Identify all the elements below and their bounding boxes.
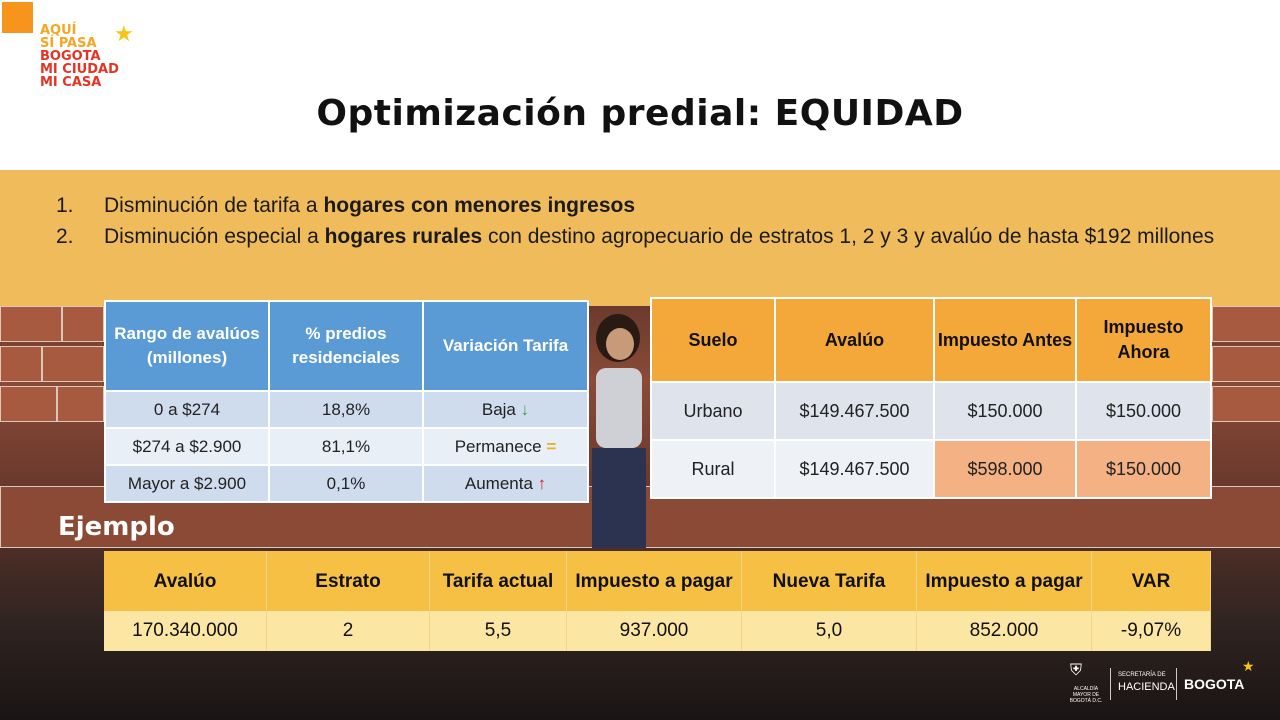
- hacienda-label: HACIENDA: [1118, 681, 1175, 693]
- alcaldia-label: ALCALDÍA MAYOR DE BOGOTÁ D.C.: [1069, 686, 1103, 704]
- column-header: Variación Tarifa: [422, 300, 589, 392]
- table-cell: 5,5: [429, 611, 567, 651]
- ejemplo-table: Avalúo Estrato Tarifa actual Impuesto a …: [104, 551, 1211, 651]
- table-cell: $149.467.500: [774, 381, 935, 441]
- star-icon: ★: [114, 22, 134, 47]
- bullet-band: [0, 170, 1280, 306]
- bullet-text: con destino agropecuario de estratos 1, …: [482, 225, 1215, 248]
- table-row: Rural $149.467.500 $598.000 $150.000: [650, 439, 1212, 499]
- footer-logos: ⛨ ALCALDÍA MAYOR DE BOGOTÁ D.C. SECRETAR…: [1066, 658, 1266, 706]
- highlighted-cell: $598.000: [933, 439, 1077, 499]
- corner-square: [2, 2, 33, 33]
- equals-icon: =: [546, 436, 557, 456]
- secretaria-label: SECRETARÍA DE: [1118, 672, 1166, 678]
- table-row: Urbano $149.467.500 $150.000 $150.000: [650, 381, 1212, 441]
- table-cell: -9,07%: [1091, 611, 1211, 651]
- tarifa-table: Rango de avalúos (millones) % predios re…: [104, 300, 589, 503]
- table-cell: $150.000: [1075, 381, 1212, 441]
- column-header: Impuesto a pagar: [916, 551, 1092, 611]
- table-cell: 937.000: [566, 611, 742, 651]
- aqui-si-pasa-logo: AQUÍ SÍ PASA BOGOTA MI CIUDAD MI CASA ★: [40, 24, 140, 96]
- column-header: Estrato: [266, 551, 430, 611]
- table-cell: Permanece =: [422, 427, 589, 466]
- person-photo: [588, 308, 650, 548]
- bullet-item: 1. Disminución de tarifa a hogares con m…: [56, 190, 1236, 221]
- column-header: Impuesto Antes: [933, 297, 1077, 383]
- suelo-table: Suelo Avalúo Impuesto Antes Impuesto Aho…: [650, 297, 1212, 499]
- arrow-down-icon: ↓: [520, 399, 530, 419]
- table-cell: 170.340.000: [104, 611, 267, 651]
- bullet-text: Disminución de tarifa a: [104, 194, 324, 217]
- bullet-item: 2. Disminución especial a hogares rurale…: [56, 221, 1236, 252]
- logo-line: AQUÍ: [40, 23, 77, 38]
- bullet-text: Disminución especial a: [104, 225, 325, 248]
- column-header: Suelo: [650, 297, 776, 383]
- bogota-logo-text: BOGOTA: [1184, 676, 1245, 692]
- table-cell: $274 a $2.900: [104, 427, 270, 466]
- bullet-list: 1. Disminución de tarifa a hogares con m…: [56, 190, 1236, 252]
- coat-of-arms-icon: ⛨: [1070, 662, 1083, 679]
- table-cell: Baja ↓: [422, 390, 589, 429]
- arrow-up-icon: ↑: [537, 473, 547, 493]
- bullet-number: 2.: [56, 225, 74, 248]
- table-cell: Urbano: [650, 381, 776, 441]
- logo-line: MI CASA: [40, 75, 102, 90]
- table-cell: 81,1%: [268, 427, 424, 466]
- table-cell: Mayor a $2.900: [104, 464, 270, 503]
- bullet-number: 1.: [56, 194, 74, 217]
- table-row: Mayor a $2.900 0,1% Aumenta ↑: [104, 464, 589, 503]
- column-header: Avalúo: [774, 297, 935, 383]
- table-cell: $149.467.500: [774, 439, 935, 499]
- column-header: Avalúo: [104, 551, 267, 611]
- table-row: $274 a $2.900 81,1% Permanece =: [104, 427, 589, 466]
- table-row: 0 a $274 18,8% Baja ↓: [104, 390, 589, 429]
- column-header: Impuesto Ahora: [1075, 297, 1212, 383]
- column-header: Rango de avalúos (millones): [104, 300, 270, 392]
- table-cell: 5,0: [741, 611, 917, 651]
- column-header: VAR: [1091, 551, 1211, 611]
- ejemplo-label: Ejemplo: [58, 512, 175, 542]
- table-cell: 18,8%: [268, 390, 424, 429]
- slide-title: Optimización predial: EQUIDAD: [316, 93, 964, 134]
- table-cell: 0 a $274: [104, 390, 270, 429]
- column-header: Impuesto a pagar: [566, 551, 742, 611]
- bullet-bold-text: hogares rurales: [324, 225, 483, 248]
- table-cell: 0,1%: [268, 464, 424, 503]
- logo-line: SÍ PASA: [40, 36, 97, 51]
- table-cell: 852.000: [916, 611, 1092, 651]
- logo-line: MI CIUDAD: [40, 62, 119, 77]
- column-header: Nueva Tarifa: [741, 551, 917, 611]
- table-row: 170.340.000 2 5,5 937.000 5,0 852.000 -9…: [104, 611, 1211, 651]
- column-header: % predios residenciales: [268, 300, 424, 392]
- column-header: Tarifa actual: [429, 551, 567, 611]
- highlighted-cell: $150.000: [1075, 439, 1212, 499]
- table-cell: Aumenta ↑: [422, 464, 589, 503]
- logo-line: BOGOTA: [40, 49, 101, 64]
- bullet-bold-text: hogares con menores ingresos: [323, 194, 636, 217]
- table-cell: $150.000: [933, 381, 1077, 441]
- table-cell: 2: [266, 611, 430, 651]
- table-cell: Rural: [650, 439, 776, 499]
- star-icon: ★: [1242, 658, 1255, 674]
